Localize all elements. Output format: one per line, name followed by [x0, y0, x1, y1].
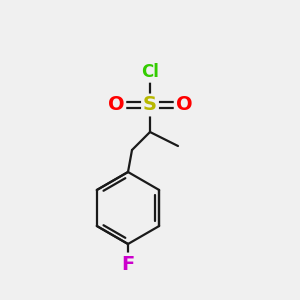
Text: S: S [143, 95, 157, 115]
Text: F: F [122, 254, 135, 274]
Text: Cl: Cl [141, 63, 159, 81]
Text: O: O [108, 95, 124, 115]
Text: O: O [176, 95, 192, 115]
